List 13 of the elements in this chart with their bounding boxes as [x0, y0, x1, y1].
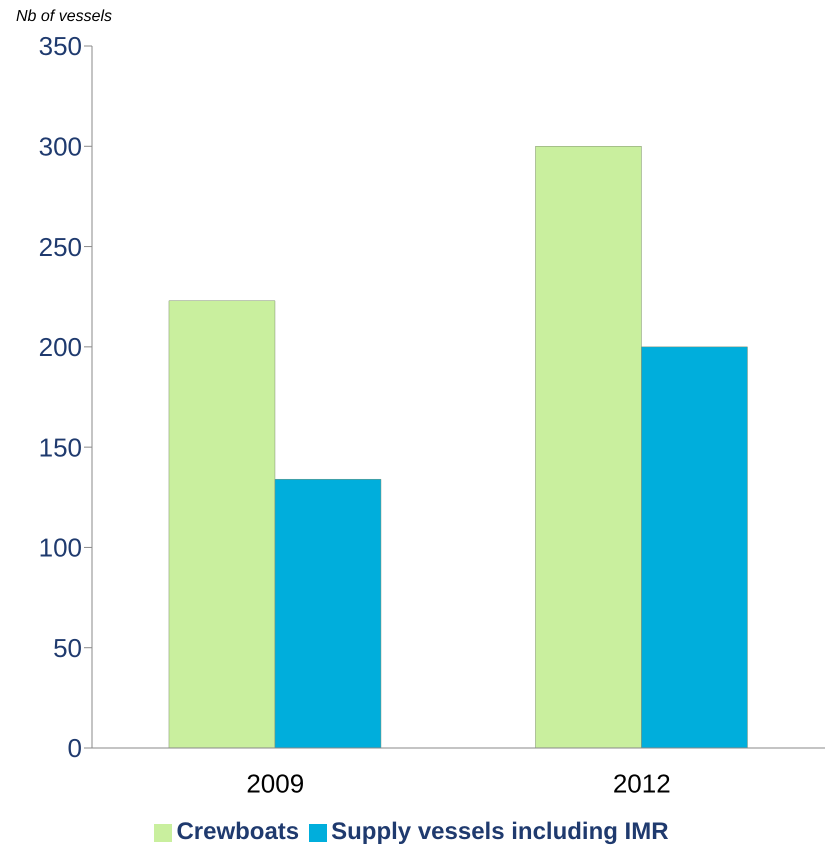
y-tick-label: 50	[53, 632, 82, 663]
x-tick-label: 2012	[612, 768, 671, 798]
y-tick-label: 100	[38, 532, 82, 563]
y-tick-label: 0	[68, 733, 82, 764]
legend-label: Crewboats	[176, 818, 300, 845]
y-tick-label: 350	[38, 31, 82, 62]
y-tick-label: 150	[38, 432, 82, 462]
y-tick-label: 250	[38, 232, 82, 262]
legend-label: Supply vessels including IMR	[331, 818, 669, 845]
y-tick-label: 200	[38, 332, 82, 362]
y-tick-label: 300	[38, 132, 82, 162]
x-tick-label: 2009	[246, 768, 304, 798]
y-axis-title: Nb of vessels	[15, 8, 114, 26]
